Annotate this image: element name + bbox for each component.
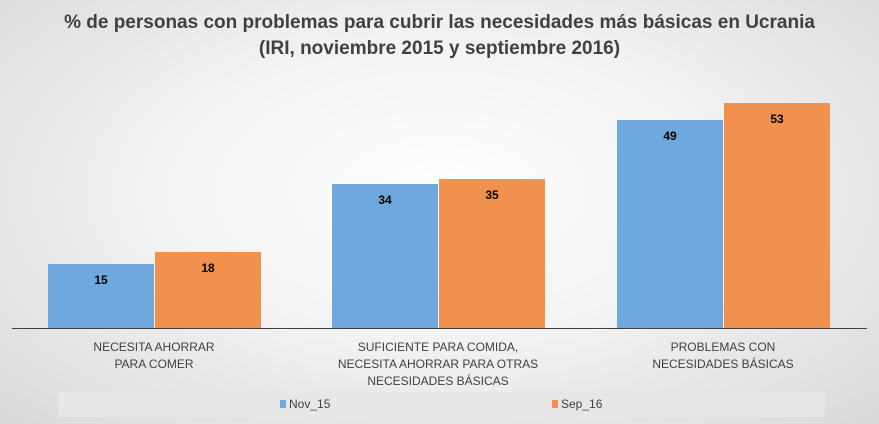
chart-subtitle: (IRI, noviembre 2015 y septiembre 2016) xyxy=(258,38,621,59)
legend-label: Sep_16 xyxy=(561,397,603,411)
x-axis-line xyxy=(12,328,867,329)
legend: Nov_15 Sep_16 xyxy=(58,392,825,417)
category-label: NECESITA AHORRAR PARA COMER xyxy=(93,340,215,371)
data-label: 34 xyxy=(378,192,392,207)
data-label: 15 xyxy=(94,273,108,288)
bar-sep_16-1 xyxy=(439,179,545,328)
category-label: SUFICIENTE PARA COMIDA, NECESITA AHORRAR … xyxy=(337,340,539,388)
data-label: 49 xyxy=(663,128,677,143)
legend-label: Nov_15 xyxy=(289,397,331,411)
legend-item: Sep_16 xyxy=(552,397,602,411)
category-label: PROBLEMAS CON NECESIDADES BÁSICAS xyxy=(652,340,794,371)
chart-title: % de personas con problemas para cubrir … xyxy=(64,12,815,33)
legend-swatch xyxy=(552,400,558,408)
bar-sep_16-0 xyxy=(155,251,261,328)
bar-sep_16-2 xyxy=(724,102,830,328)
bar-nov_15-0 xyxy=(48,264,154,328)
legend-item: Nov_15 xyxy=(280,397,330,411)
legend-swatch xyxy=(280,400,286,408)
bar-nov_15-1 xyxy=(332,183,438,328)
bar-nov_15-2 xyxy=(617,119,723,328)
data-label: 53 xyxy=(770,111,784,126)
data-label: 35 xyxy=(485,188,499,203)
data-label: 18 xyxy=(201,260,215,275)
